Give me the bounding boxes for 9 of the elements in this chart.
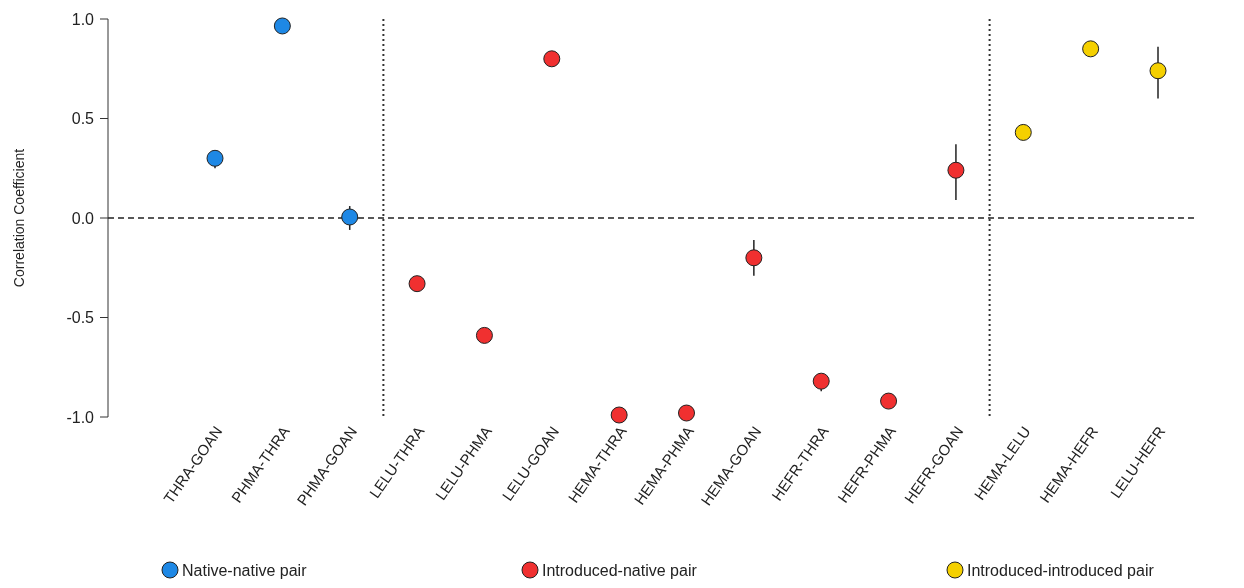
y-tick-label: -0.5 [66, 309, 95, 327]
y-tick-label: 0.0 [71, 209, 95, 227]
y-tick-label: 1.0 [71, 10, 95, 28]
y-tick-label: 0.5 [71, 110, 95, 128]
legend-label: Native-native pair [182, 561, 308, 579]
y-axis-title: Correlation Coefficient [11, 148, 27, 288]
legend-label: Introduced-introduced pair [967, 561, 1155, 579]
legend-label: Introduced-native pair [542, 561, 698, 579]
y-tick-label: -1.0 [66, 408, 95, 426]
